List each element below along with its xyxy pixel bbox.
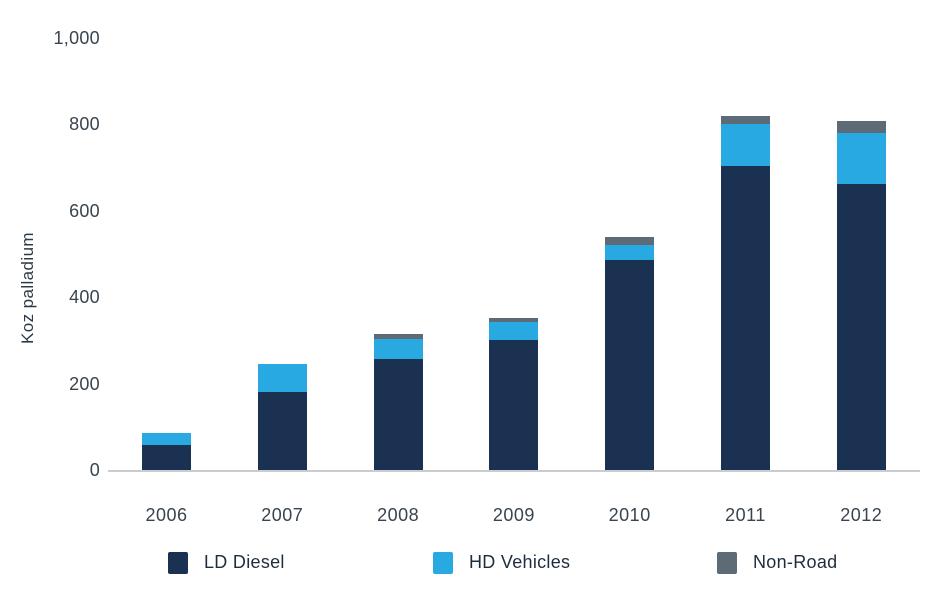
bar-2009 — [489, 317, 539, 470]
bar-segment-non-road — [373, 333, 423, 340]
bar-segment-hd-vehicles — [836, 132, 886, 184]
bar-2012 — [836, 120, 886, 470]
y-tick-label: 600 — [69, 200, 100, 221]
x-tick-label-2008: 2008 — [377, 505, 420, 525]
legend-item-ld-diesel: LD Diesel — [168, 551, 285, 574]
y-tick-label: 200 — [69, 373, 100, 394]
bar-segment-hd-vehicles — [489, 322, 539, 341]
bar-segment-ld-diesel — [489, 340, 539, 470]
y-tick-label: 400 — [69, 287, 100, 308]
legend-swatch-icon — [168, 551, 188, 574]
bar-2006 — [142, 433, 191, 470]
x-tick-label-2007: 2007 — [261, 505, 304, 525]
legend-label: Non-Road — [753, 552, 838, 572]
bar-segment-hd-vehicles — [721, 123, 770, 166]
legend-swatch-icon — [433, 551, 453, 574]
bar-2008 — [373, 333, 423, 470]
bar-segment-non-road — [836, 120, 886, 133]
legend-label: HD Vehicles — [469, 552, 571, 572]
bar-2010 — [605, 236, 655, 470]
bar-2007 — [257, 364, 307, 470]
bar-segment-hd-vehicles — [605, 244, 655, 261]
bar-segment-ld-diesel — [605, 260, 655, 470]
bar-2011 — [721, 115, 770, 470]
bar-segment-hd-vehicles — [142, 433, 191, 446]
bar-segment-ld-diesel — [836, 183, 886, 470]
x-axis-line — [108, 470, 920, 472]
legend-item-non-road: Non-Road — [717, 551, 837, 574]
x-tick-label-2009: 2009 — [492, 505, 535, 525]
legend-swatch-icon — [717, 551, 737, 574]
y-tick-label: 1,000 — [53, 28, 100, 48]
bar-segment-ld-diesel — [257, 392, 307, 470]
x-tick-label-2010: 2010 — [608, 505, 651, 525]
legend-label: LD Diesel — [204, 552, 285, 572]
bar-segment-non-road — [489, 317, 539, 323]
x-tick-label-2012: 2012 — [840, 505, 883, 525]
legend-item-hd-vehicles: HD Vehicles — [433, 551, 570, 574]
bar-segment-non-road — [721, 115, 770, 124]
x-tick-label-2006: 2006 — [145, 505, 188, 525]
bar-segment-ld-diesel — [142, 445, 191, 470]
bar-segment-hd-vehicles — [373, 339, 423, 359]
bar-segment-non-road — [605, 236, 655, 245]
y-tick-label: 0 — [89, 460, 100, 480]
bar-segment-ld-diesel — [373, 358, 423, 470]
x-tick-label-2011: 2011 — [725, 505, 766, 525]
bar-segment-ld-diesel — [721, 165, 770, 470]
y-tick-label: 800 — [69, 114, 100, 135]
bar-segment-hd-vehicles — [257, 364, 307, 393]
